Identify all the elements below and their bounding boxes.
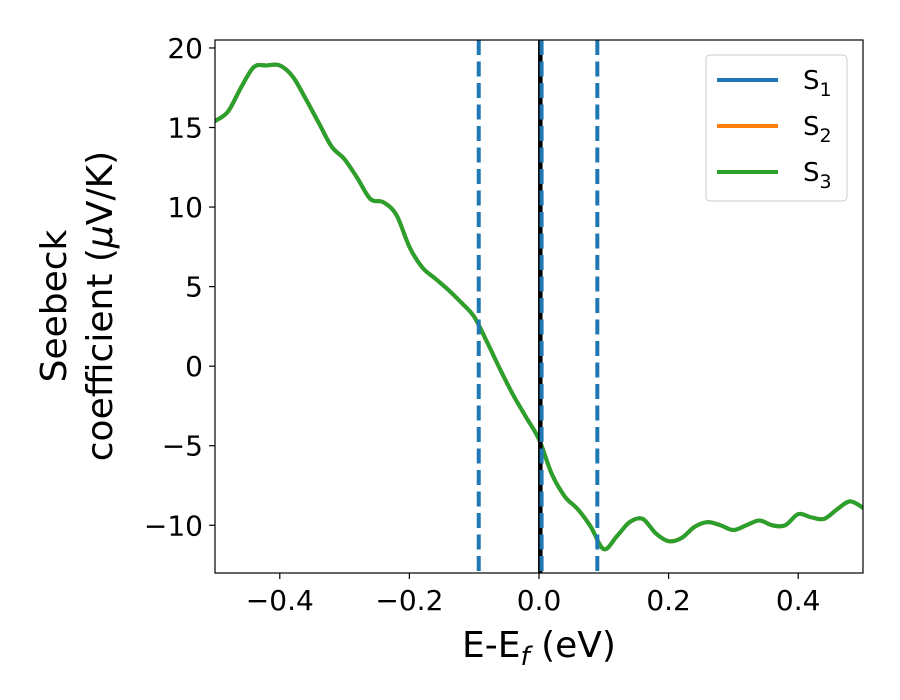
y-tick-label: 15	[167, 112, 203, 145]
x-axis-title: E-Ef (eV)	[462, 625, 616, 672]
x-axis-ticks: −0.4 −0.2 0.0 0.2 0.4	[246, 573, 821, 617]
plot-marks	[215, 40, 863, 573]
y-axis-title-line2: coefficient (μV/K)	[80, 151, 121, 461]
y-axis-title-line1: Seebeck	[34, 229, 75, 382]
x-tick-label: −0.4	[246, 584, 314, 617]
legend-label-s1: S1	[803, 66, 832, 101]
y-tick-label: 20	[167, 32, 203, 65]
x-tick-label: 0.4	[776, 584, 821, 617]
x-tick-label: −0.2	[375, 584, 443, 617]
y-axis-title: Seebeck coefficient (μV/K)	[34, 151, 121, 461]
y-tick-label: −10	[144, 509, 203, 542]
y-tick-label: −5	[162, 430, 203, 463]
y-axis-ticks: −10 −5 0 5 10 15 20	[144, 32, 215, 542]
legend-label-s3: S3	[803, 158, 832, 193]
y-tick-label: 5	[185, 271, 203, 304]
y-tick-label: 10	[167, 191, 203, 224]
x-tick-label: 0.2	[646, 584, 691, 617]
y-tick-label: 0	[185, 350, 203, 383]
x-tick-label: 0.0	[517, 584, 562, 617]
legend: S1 S2 S3	[705, 54, 848, 202]
legend-label-s2: S2	[803, 112, 832, 147]
